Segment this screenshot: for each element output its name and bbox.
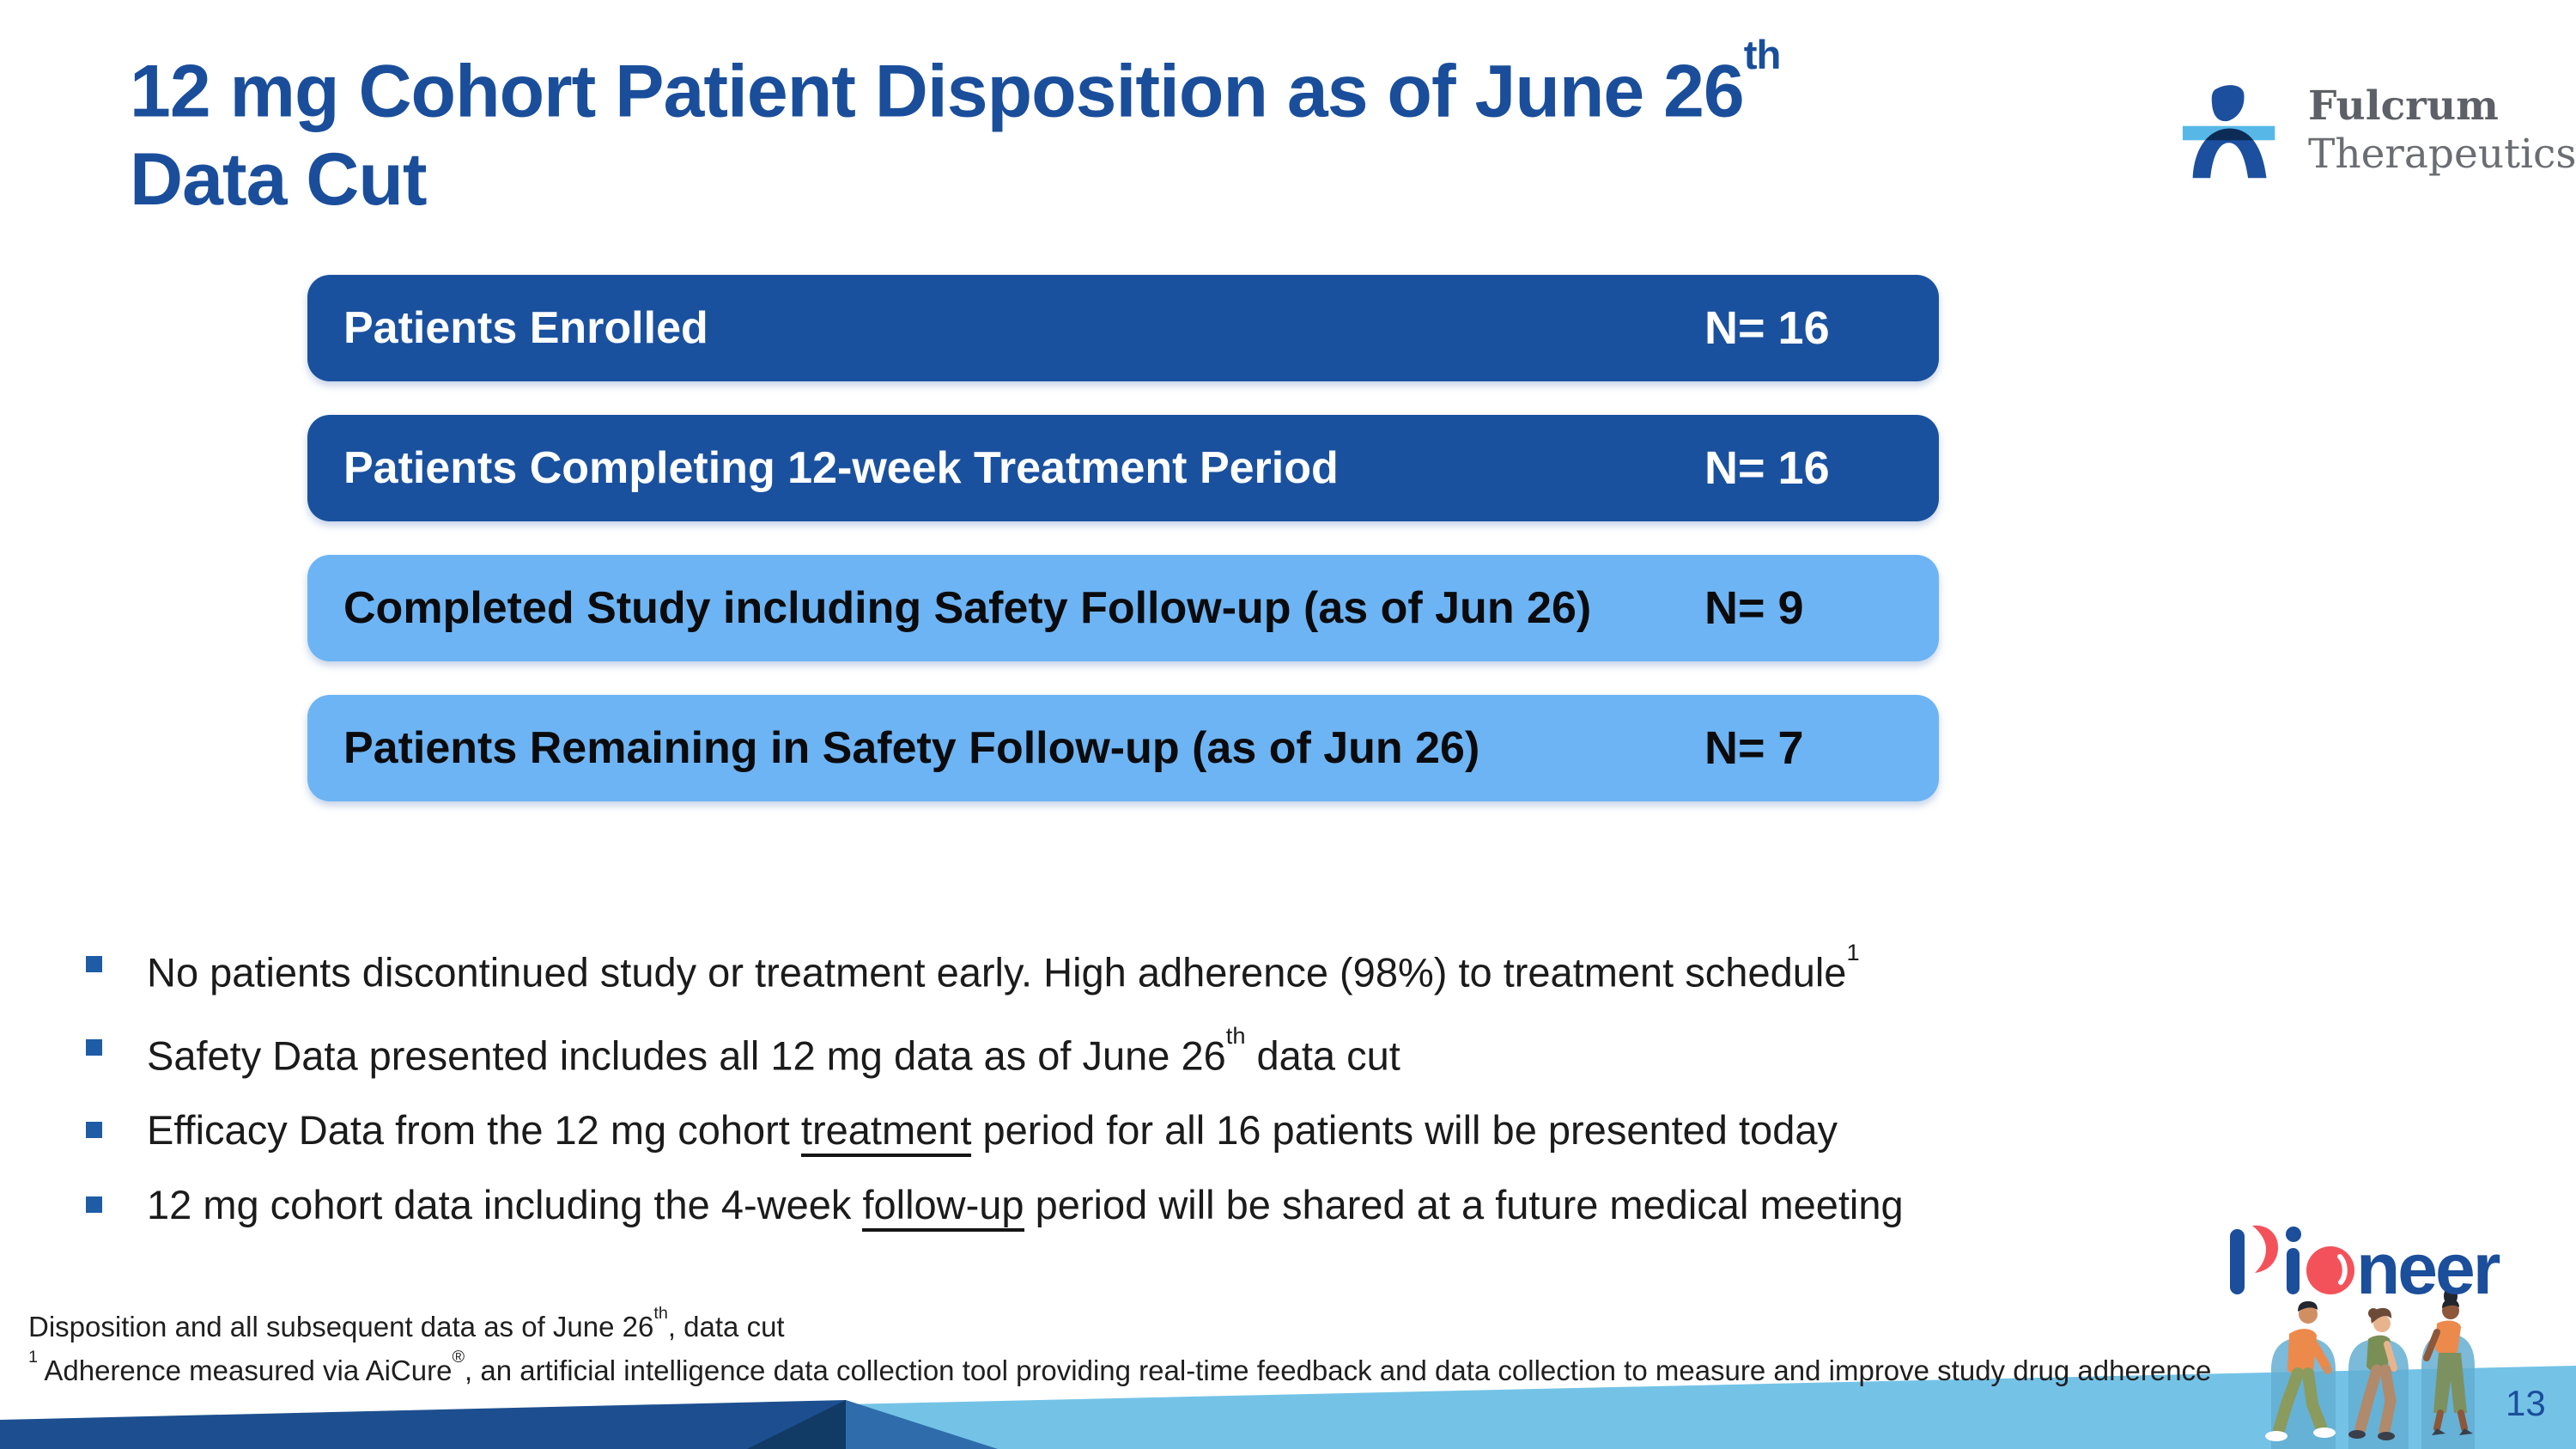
pioneer-i-stem (2287, 1248, 2300, 1294)
bullet-item: Efficacy Data from the 12 mg cohort trea… (86, 1105, 2147, 1158)
pioneer-i-dot (2286, 1227, 2301, 1242)
page-title: 12 mg Cohort Patient Disposition as of J… (130, 33, 1782, 223)
disposition-row-label: Patients Completing 12-week Treatment Pe… (343, 443, 1339, 493)
disposition-row-value: N= 9 (1704, 582, 1804, 634)
bullet-square-icon (86, 1038, 102, 1056)
disposition-row: Patients Completing 12-week Treatment Pe… (307, 415, 1939, 521)
fulcrum-wordmark-line2: Therapeutics (2308, 131, 2576, 178)
fulcrum-figure-icon (2182, 85, 2275, 179)
band-mid-blue-triangle (846, 1400, 998, 1449)
disposition-row-value: N= 16 (1704, 442, 1830, 494)
bullet-item: No patients discontinued study or treatm… (86, 939, 2147, 999)
page-title-line1: 12 mg Cohort Patient Disposition as of J… (130, 50, 1745, 133)
footnotes: Disposition and all subsequent data as o… (28, 1302, 2278, 1390)
disposition-row-value: N= 7 (1704, 722, 1804, 774)
bullet-text: Efficacy Data from the 12 mg cohort trea… (147, 1105, 1838, 1158)
page-title-line2: Data Cut (130, 137, 428, 221)
page-number: 13 (2506, 1383, 2546, 1423)
pioneer-p-stem (2230, 1229, 2245, 1294)
footnote-line: Disposition and all subsequent data as o… (28, 1304, 785, 1342)
fulcrum-icon-head (2211, 85, 2245, 122)
disposition-row-label: Completed Study including Safety Follow-… (343, 583, 1592, 633)
bullet-text: Safety Data presented includes all 12 mg… (147, 1022, 1400, 1079)
disposition-row-label: Patients Enrolled (343, 303, 708, 353)
pioneer-logo: neer (2230, 1225, 2503, 1300)
bullet-text: 12 mg cohort data including the 4-week f… (147, 1179, 1904, 1233)
person-3 (2423, 1287, 2473, 1435)
disposition-row: Patients Enrolled N= 16 (307, 275, 1939, 381)
bullet-item: 12 mg cohort data including the 4-week f… (86, 1179, 2147, 1233)
pioneer-logo-text-suffix: neer (2356, 1228, 2500, 1300)
person-1 (2265, 1301, 2336, 1441)
fulcrum-icon-arch (2192, 128, 2267, 179)
fulcrum-wordmark-line1: Fulcrum (2308, 82, 2499, 130)
band-sky-wedge (846, 1366, 2576, 1449)
footnote-line: 1 Adherence measured via AiCure®, an art… (28, 1348, 2212, 1386)
fulcrum-wordmark: Fulcrum Therapeutics (2308, 82, 2576, 179)
disposition-row-label: Patients Remaining in Safety Follow-up (… (343, 723, 1480, 773)
bullet-square-icon (86, 1122, 102, 1139)
disposition-row: Completed Study including Safety Follow-… (307, 555, 1939, 661)
fulcrum-icon-arch-overlap (2205, 128, 2254, 141)
bullet-square-icon (86, 956, 102, 972)
pioneer-p-crescent (2252, 1225, 2279, 1273)
disposition-row: Patients Remaining in Safety Follow-up (… (307, 695, 1939, 801)
person-2 (2348, 1307, 2397, 1440)
bullet-item: Safety Data presented includes all 12 mg… (86, 1022, 2147, 1082)
band-deep-blue-wedge (0, 1400, 846, 1449)
pioneer-o-highlight (2337, 1254, 2348, 1285)
disposition-table: Patients Enrolled N= 16 Patients Completin… (307, 275, 1939, 835)
band-navy-triangle (747, 1400, 846, 1449)
bottom-decoration-band (0, 1366, 2576, 1449)
bullet-text: No patients discontinued study or treatm… (147, 939, 1860, 995)
walking-people-illustration (2265, 1287, 2475, 1449)
disposition-row-value: N= 16 (1704, 302, 1830, 354)
page-title-superscript: th (1743, 33, 1782, 78)
bullet-list: No patients discontinued study or treatm… (86, 939, 2147, 1254)
fulcrum-logo: Fulcrum Therapeutics (2181, 82, 2576, 182)
bullet-square-icon (86, 1196, 102, 1214)
